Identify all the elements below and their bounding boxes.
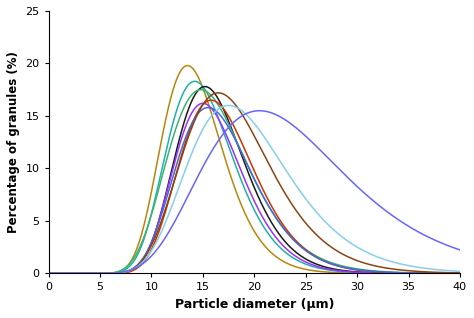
X-axis label: Particle diameter (μm): Particle diameter (μm) <box>174 298 334 311</box>
Y-axis label: Percentage of granules (%): Percentage of granules (%) <box>7 51 20 233</box>
